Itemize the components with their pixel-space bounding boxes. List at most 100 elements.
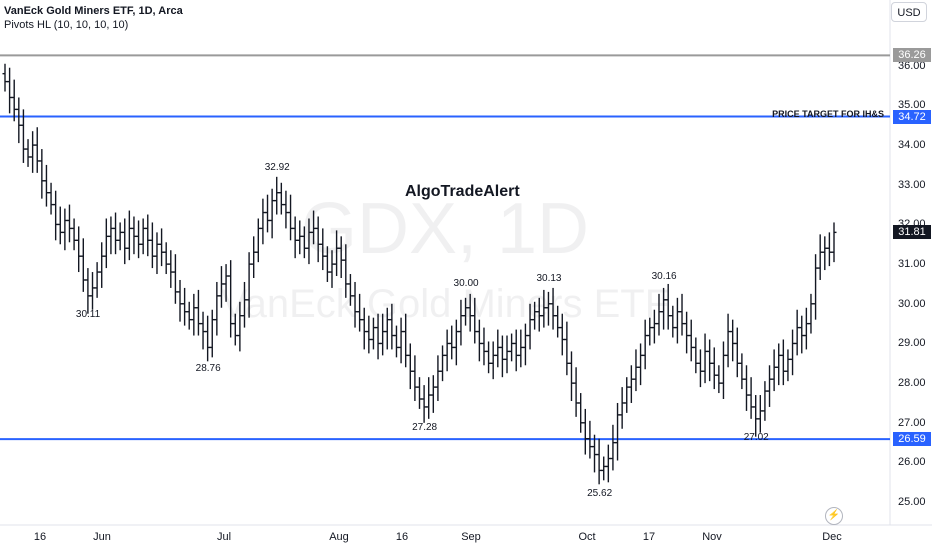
ohlc-bar — [117, 222, 123, 251]
x-tick-label: 16 — [395, 531, 409, 543]
ohlc-bar — [403, 313, 409, 368]
ohlc-bar — [730, 319, 736, 362]
ohlc-bar — [241, 281, 247, 328]
ohlc-bar — [799, 315, 805, 354]
ohlc-bar — [421, 385, 427, 423]
y-tick-label: 25.00 — [898, 496, 926, 509]
ohlc-bar — [393, 325, 399, 358]
ohlc-bar — [476, 319, 482, 362]
ohlc-bar — [159, 228, 165, 267]
ohlc-bar — [817, 234, 823, 280]
ohlc-bar — [62, 208, 68, 251]
ohlc-bar — [251, 236, 257, 278]
ohlc-bar — [274, 176, 280, 215]
ohlc-bar — [398, 317, 404, 364]
ohlc-bar — [329, 250, 335, 288]
ohlc-bar — [568, 351, 574, 401]
ohlc-bar — [656, 293, 662, 336]
ohlc-bar — [255, 218, 261, 263]
ohlc-bar — [780, 339, 786, 386]
pivot-label: 30.13 — [536, 272, 562, 284]
ohlc-bar — [734, 327, 740, 378]
currency-button[interactable]: USD — [891, 2, 927, 22]
ohlc-bar — [113, 212, 119, 255]
horizontal-lines[interactable] — [0, 54, 890, 441]
ohlc-bar — [20, 109, 26, 163]
ohlc-bar — [412, 355, 418, 401]
ohlc-bar — [707, 339, 713, 382]
ohlc-bar — [53, 190, 59, 241]
indicator-label[interactable]: Pivots HL (10, 10, 10, 10) — [4, 19, 129, 31]
ohlc-bar — [338, 236, 344, 278]
ohlc-bar — [822, 236, 828, 271]
ohlc-bar — [536, 297, 542, 332]
ohlc-bar — [228, 260, 234, 338]
ohlc-bar — [108, 216, 114, 255]
ohlc-bar — [587, 420, 593, 459]
pivot-label: 32.92 — [264, 161, 290, 173]
ohlc-bar — [430, 375, 436, 413]
x-tick-label: Oct — [578, 531, 596, 543]
ohlc-bar — [527, 303, 533, 350]
level-price-tag: 26.59 — [893, 432, 931, 447]
ohlc-bar — [776, 343, 782, 386]
ohlc-bar — [661, 287, 667, 330]
ohlc-bar — [785, 349, 791, 382]
ohlc-bar — [30, 131, 36, 173]
ohlc-bar — [711, 347, 717, 390]
ohlc-bar — [34, 127, 40, 173]
ohlc-bar — [619, 387, 625, 429]
ohlc-bar — [757, 395, 763, 433]
ohlc-bar — [697, 349, 703, 388]
ohlc-bar — [343, 244, 349, 298]
ohlc-bar — [532, 301, 538, 330]
ohlc-bar — [214, 281, 220, 336]
ohlc-bar — [16, 97, 22, 144]
ohlc-bar — [283, 190, 289, 229]
ohlc-bar — [172, 254, 178, 304]
ohlc-bar — [453, 319, 459, 366]
ohlc-bar — [260, 198, 266, 245]
ohlc-bar — [66, 204, 72, 243]
ohlc-bar — [80, 238, 86, 292]
y-tick-label: 35.00 — [898, 99, 926, 112]
ohlc-bar — [99, 242, 105, 288]
ohlc-bar — [486, 341, 492, 374]
ohlc-bar — [647, 317, 653, 346]
ohlc-bar — [674, 297, 680, 344]
ohlc-bar — [370, 317, 376, 350]
ohlc-bar — [748, 377, 754, 419]
ohlc-bar — [182, 287, 188, 326]
ohlc-bar — [357, 293, 363, 332]
ohlc-bar — [803, 307, 809, 350]
x-tick-label: Dec — [822, 531, 842, 543]
ohlc-bar — [610, 424, 616, 471]
ohlc-bar — [407, 343, 413, 390]
ohlc-bar — [2, 63, 8, 92]
ohlc-bar — [790, 329, 796, 376]
ohlc-bar — [702, 333, 708, 384]
ohlc-bar — [592, 434, 598, 473]
ohlc-bar — [320, 228, 326, 271]
lightning-icon[interactable]: ⚡ — [825, 507, 843, 525]
ohlc-bar — [136, 220, 142, 259]
last-price-tag: 31.81 — [893, 224, 931, 239]
ohlc-bar — [375, 313, 381, 360]
ohlc-bar — [389, 303, 395, 350]
ohlc-bar — [380, 313, 386, 356]
ohlc-bar — [11, 79, 17, 122]
ohlc-bar — [605, 444, 611, 483]
pivot-label: 30.11 — [75, 309, 101, 321]
ohlc-bar — [490, 341, 496, 380]
ohlc-bar — [555, 305, 561, 338]
y-tick-label: 30.00 — [898, 297, 926, 310]
ohlc-bar — [628, 365, 634, 403]
ohlc-bar — [191, 293, 197, 336]
watermark-ticker: GDX, 1D — [300, 189, 590, 269]
y-tick-label: 31.00 — [898, 258, 926, 271]
ohlc-bar — [57, 206, 63, 245]
ohlc-bar — [670, 305, 676, 338]
ohlc-bar — [582, 408, 588, 455]
ohlc-bar — [808, 293, 814, 334]
